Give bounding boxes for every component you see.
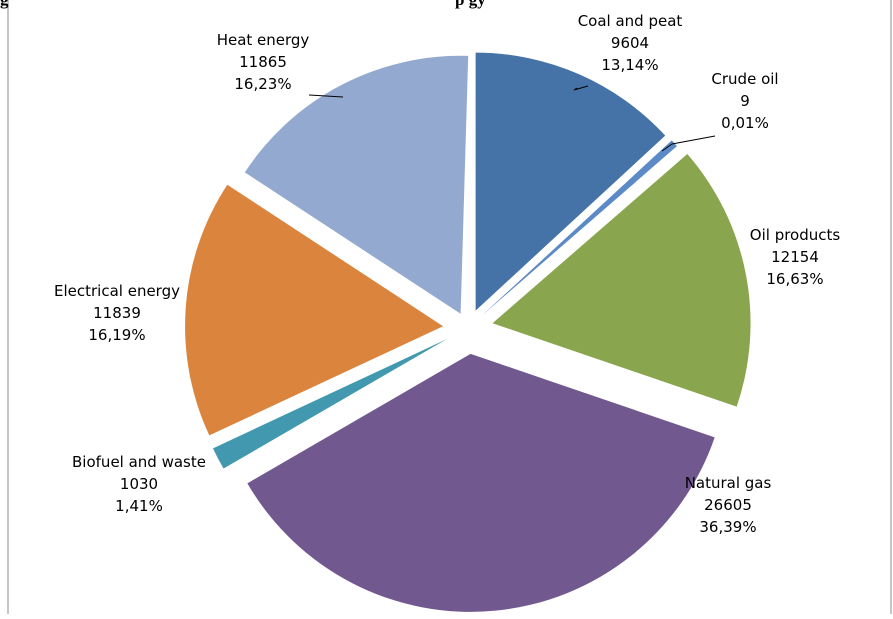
pie-slice-oil-products	[492, 154, 751, 407]
data-label-biofuel-and-waste: Biofuel and waste 1030 1,41%	[72, 453, 206, 515]
data-label-electrical-energy: Electrical energy 11839 16,19%	[54, 282, 180, 344]
data-label-coal-and-peat: Coal and peat 9604 13,14%	[578, 12, 683, 74]
caption-fragment-left: g	[0, 0, 9, 9]
pie-slice-heat-energy	[244, 55, 469, 314]
data-label-heat-energy: Heat energy 11865 16,23%	[217, 31, 310, 93]
data-label-natural-gas: Natural gas 26605 36,39%	[685, 474, 772, 536]
leader-line-coal-and-peat	[573, 85, 589, 91]
pie-slice-crude-oil	[482, 140, 677, 316]
data-label-oil-products: Oil products 12154 16,63%	[750, 226, 841, 288]
leader-line-heat-energy	[308, 94, 344, 98]
leader-line-crude-oil	[661, 135, 716, 152]
data-label-crude-oil: Crude oil 9 0,01%	[711, 70, 778, 132]
figure-caption: g p gy	[0, 0, 893, 10]
caption-fragment-right: p gy	[455, 0, 486, 10]
pie-slice-natural-gas	[247, 353, 715, 612]
pie-slice-electrical-energy	[185, 184, 444, 436]
pie-slice-coal-and-peat	[475, 52, 666, 311]
pie-slice-biofuel-and-waste	[212, 339, 447, 469]
